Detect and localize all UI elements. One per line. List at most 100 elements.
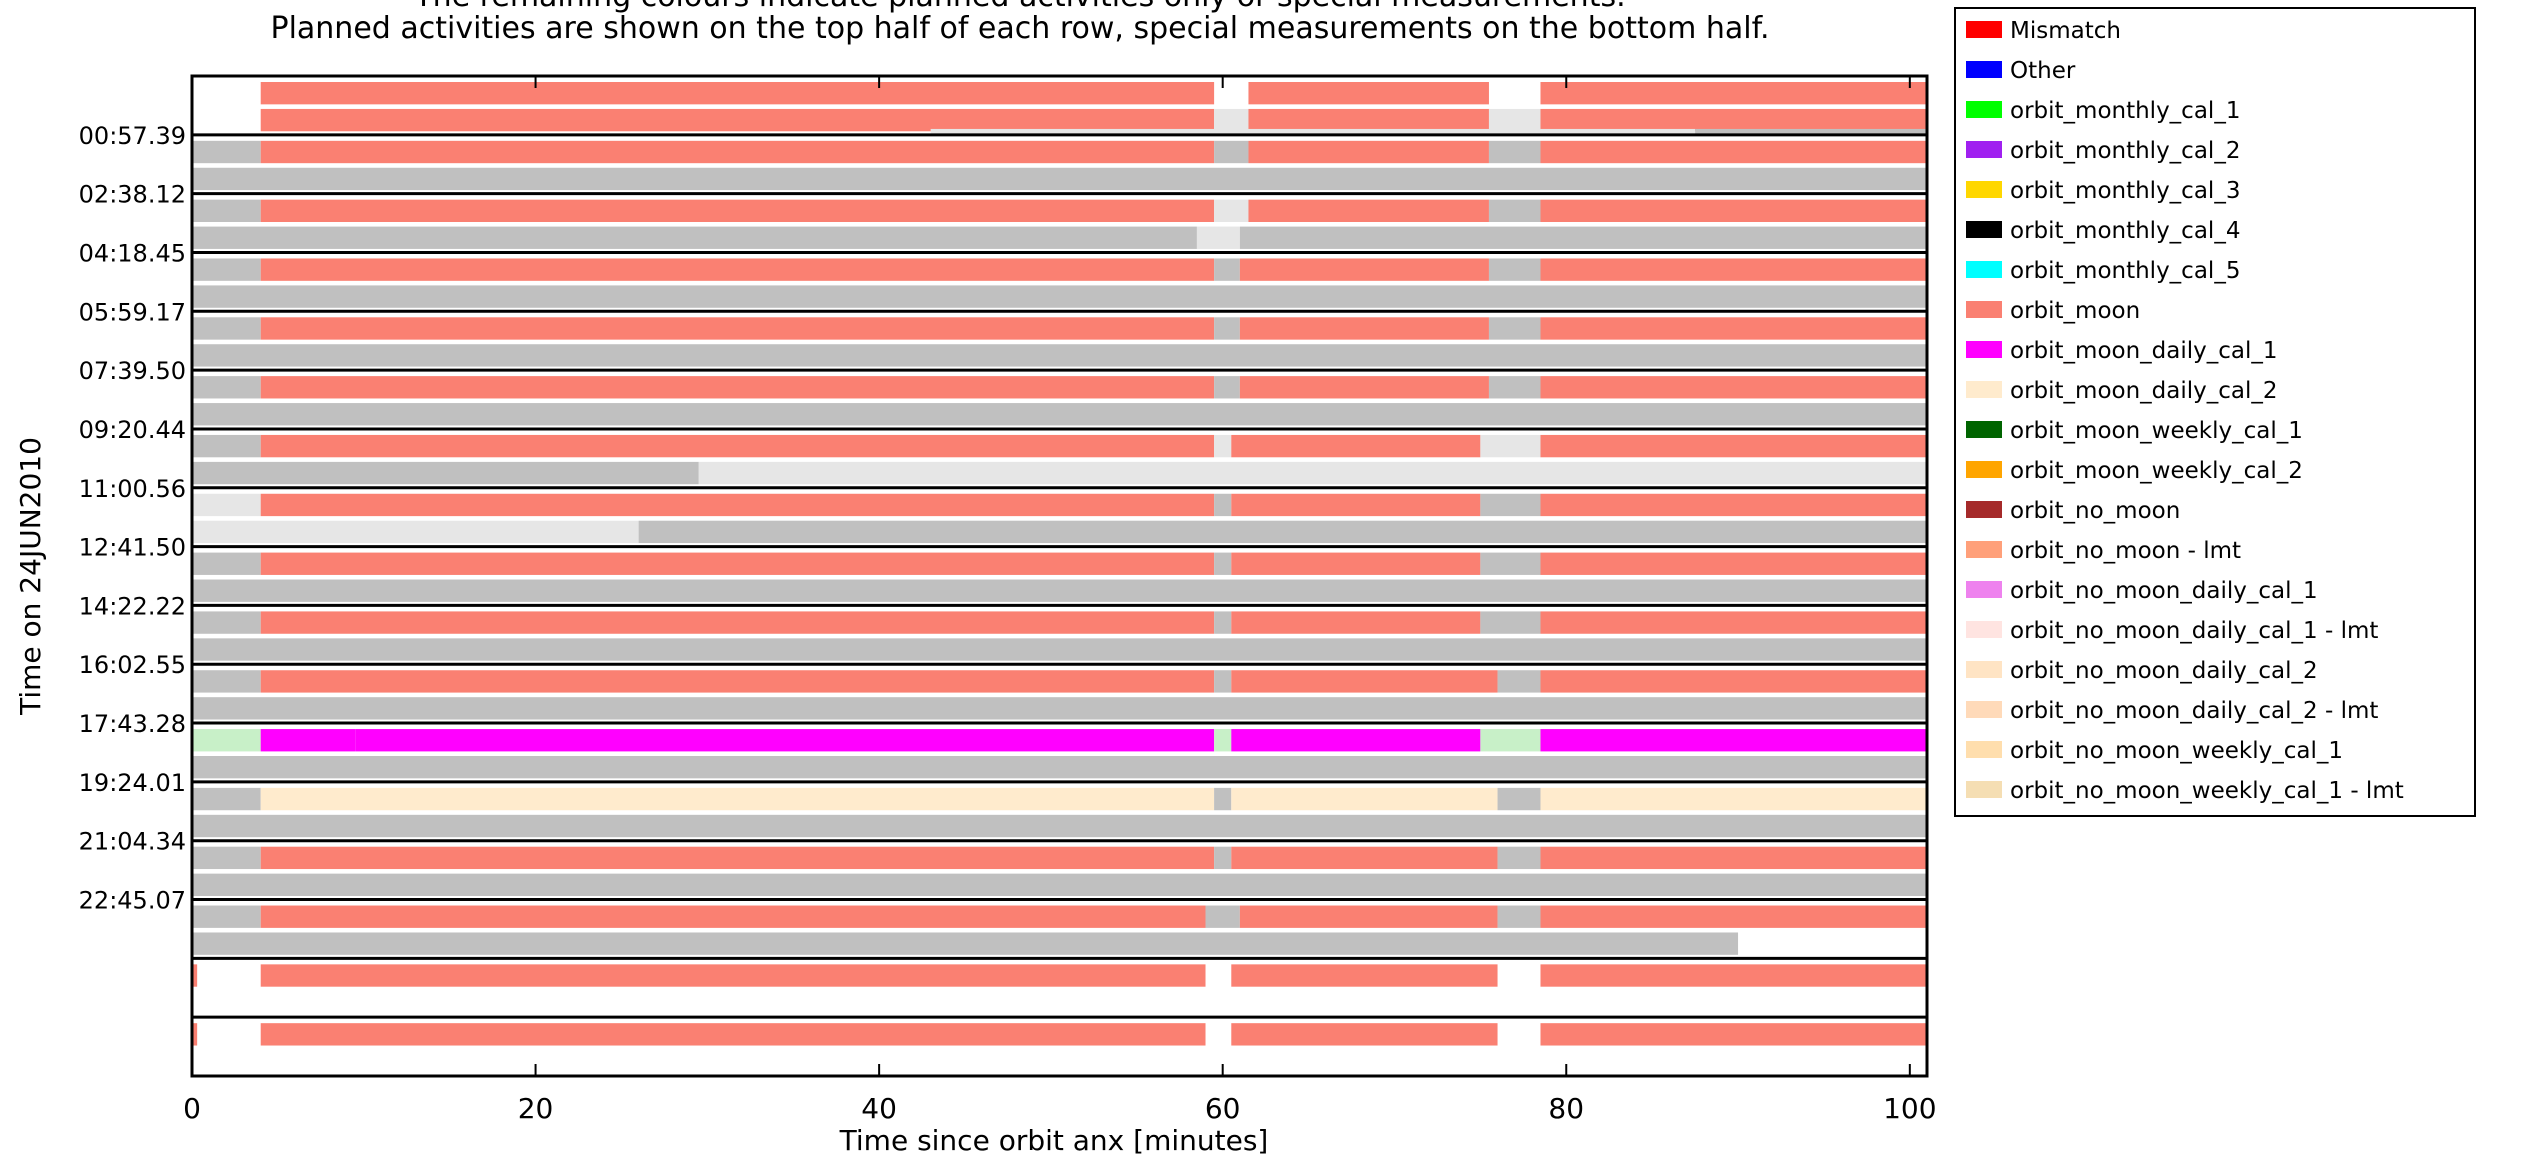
y-tick-label-14: 22:45.07 bbox=[79, 887, 186, 915]
legend-swatch-3 bbox=[1966, 141, 2002, 158]
row-10-top-segment-3 bbox=[1231, 670, 1498, 693]
row-3-top-segment-3 bbox=[1239, 258, 1489, 281]
legend-swatch-9 bbox=[1966, 381, 2002, 398]
row-11-top-segment-1 bbox=[260, 729, 356, 752]
row-13-top-segment-4 bbox=[1497, 846, 1541, 870]
row-4-top-segment-5 bbox=[1540, 317, 1927, 340]
row-6-top-segment-4 bbox=[1480, 434, 1541, 458]
row-3-bottom-segment-0 bbox=[192, 285, 1927, 308]
y-tick-label-8: 12:41.50 bbox=[79, 534, 186, 562]
legend-swatch-12 bbox=[1966, 501, 2002, 518]
row-11-top-segment-5 bbox=[1480, 729, 1541, 752]
legend-swatch-10 bbox=[1966, 421, 2002, 438]
legend-label-17: orbit_no_moon_daily_cal_2 - lmt bbox=[2010, 698, 2378, 724]
row-14-top-segment-3 bbox=[1239, 905, 1498, 928]
row-2-top-segment-5 bbox=[1540, 199, 1927, 222]
row-14-top-segment-1 bbox=[260, 905, 1206, 928]
row-10-top-segment-1 bbox=[260, 670, 1215, 693]
row-9-top-segment-4 bbox=[1480, 611, 1541, 634]
row-4-top-segment-0 bbox=[192, 317, 261, 340]
legend-label-14: orbit_no_moon_daily_cal_1 bbox=[2010, 578, 2318, 604]
row-0-bottom-segment-3 bbox=[1488, 108, 1541, 132]
x-tick-label-2: 40 bbox=[861, 1092, 897, 1125]
row-16-top-segment-2 bbox=[1231, 1023, 1498, 1046]
row-9-bottom-segment-0 bbox=[192, 638, 1927, 661]
y-tick-label-12: 19:24.01 bbox=[79, 769, 186, 797]
legend-swatch-17 bbox=[1966, 701, 2002, 718]
plot-frame bbox=[190, 74, 1929, 1078]
row-10-top-segment-4 bbox=[1497, 670, 1541, 693]
row-8-top-segment-5 bbox=[1540, 552, 1927, 575]
row-7-top-segment-3 bbox=[1231, 493, 1481, 517]
row-3-top-segment-1 bbox=[260, 258, 1215, 281]
legend-swatch-6 bbox=[1966, 261, 2002, 278]
row-13-top-segment-5 bbox=[1540, 846, 1927, 870]
row-9-top-segment-5 bbox=[1540, 611, 1927, 634]
row-9-top-segment-1 bbox=[260, 611, 1215, 634]
row-11-top-segment-4 bbox=[1231, 729, 1481, 752]
legend-label-0: Mismatch bbox=[2010, 18, 2121, 44]
row-10-top-segment-2 bbox=[1214, 670, 1232, 693]
row-3-top-segment-4 bbox=[1488, 258, 1541, 281]
row-10-bottom-segment-0 bbox=[192, 697, 1927, 720]
row-6-bottom-segment-1 bbox=[698, 461, 1927, 485]
legend-swatch-7 bbox=[1966, 301, 2002, 318]
row-5-top-segment-0 bbox=[192, 376, 261, 399]
row-0-top-segment-2 bbox=[1248, 82, 1489, 105]
legend-swatch-4 bbox=[1966, 181, 2002, 198]
row-7-bottom-segment-0 bbox=[192, 520, 639, 544]
row-3-top-segment-0 bbox=[192, 258, 261, 281]
row-11-bottom-segment-0 bbox=[192, 756, 1927, 779]
row-2-top-segment-1 bbox=[260, 199, 1215, 222]
row-8-top-segment-3 bbox=[1231, 552, 1481, 575]
legend-swatch-5 bbox=[1966, 221, 2002, 238]
legend-label-12: orbit_no_moon bbox=[2010, 498, 2180, 524]
row-1-top-segment-0 bbox=[192, 140, 261, 164]
row-5-top-segment-2 bbox=[1214, 376, 1240, 399]
legend-swatch-1 bbox=[1966, 61, 2002, 78]
row-16-top-segment-3 bbox=[1540, 1023, 1927, 1046]
row-8-top-segment-2 bbox=[1214, 552, 1232, 575]
row-7-top-segment-1 bbox=[260, 493, 1215, 517]
row-12-top-segment-4 bbox=[1497, 787, 1541, 811]
row-3-top-segment-2 bbox=[1214, 258, 1240, 281]
row-5-top-segment-5 bbox=[1540, 376, 1927, 399]
chart-title-line-2: Planned activities are shown on the top … bbox=[270, 11, 1769, 46]
row-8-top-segment-4 bbox=[1480, 552, 1541, 575]
row-0-bottom-segment-4 bbox=[1540, 108, 1927, 132]
row-2-top-segment-4 bbox=[1488, 199, 1541, 222]
x-tick-label-0: 0 bbox=[183, 1092, 201, 1125]
row-1-top-segment-3 bbox=[1248, 140, 1489, 164]
row-1-top-segment-5 bbox=[1540, 140, 1927, 164]
row-1-top-segment-4 bbox=[1488, 140, 1541, 164]
row-15-top-segment-1 bbox=[260, 964, 1206, 987]
row-4-top-segment-1 bbox=[260, 317, 1215, 340]
row-14-top-segment-5 bbox=[1540, 905, 1927, 928]
row-2-bottom-segment-2 bbox=[1239, 226, 1927, 249]
legend-swatch-14 bbox=[1966, 581, 2002, 598]
row-2-top-segment-2 bbox=[1214, 199, 1249, 222]
row-1-top-segment-1 bbox=[260, 140, 1215, 164]
row-0-bottom-segment-2 bbox=[1248, 108, 1489, 132]
row-8-bottom-segment-0 bbox=[192, 579, 1927, 602]
legend-swatch-0 bbox=[1966, 21, 2002, 38]
row-6-top-segment-1 bbox=[260, 434, 1215, 458]
legend-swatch-8 bbox=[1966, 341, 2002, 358]
row-5-bottom-segment-0 bbox=[192, 403, 1927, 426]
row-4-top-segment-2 bbox=[1214, 317, 1240, 340]
y-tick-label-3: 04:18.45 bbox=[79, 239, 186, 267]
legend-label-5: orbit_monthly_cal_4 bbox=[2010, 218, 2240, 244]
row-14-top-segment-4 bbox=[1497, 905, 1541, 928]
row-9-top-segment-0 bbox=[192, 611, 261, 634]
row-13-top-segment-2 bbox=[1214, 846, 1232, 870]
legend-label-8: orbit_moon_daily_cal_1 bbox=[2010, 338, 2278, 364]
row-2-bottom-segment-0 bbox=[192, 226, 1197, 249]
legend-label-16: orbit_no_moon_daily_cal_2 bbox=[2010, 658, 2318, 684]
row-8-top-segment-1 bbox=[260, 552, 1215, 575]
row-8-top-segment-0 bbox=[192, 552, 261, 575]
legend-label-3: orbit_monthly_cal_2 bbox=[2010, 138, 2240, 164]
row-9-top-segment-3 bbox=[1231, 611, 1481, 634]
chart-title-line-1: The remaining colours indicate planned a… bbox=[413, 0, 1625, 14]
y-axis-ticks: 00:57.39 02:38.12 04:18.45 05:59.17 07:39.50… bbox=[79, 122, 202, 915]
row-4-top-segment-4 bbox=[1488, 317, 1541, 340]
